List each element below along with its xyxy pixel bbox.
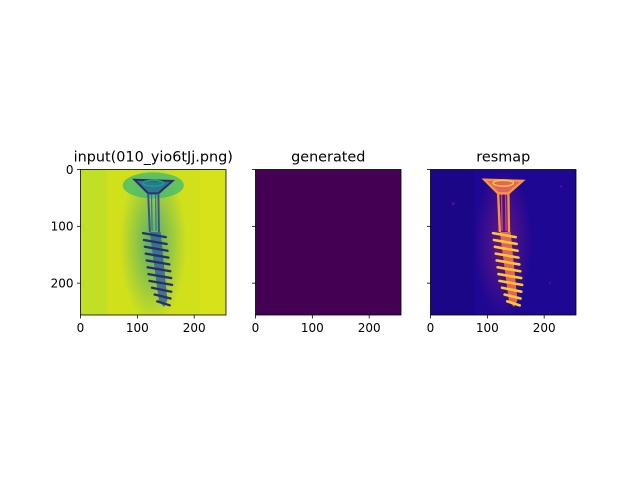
x-tick-label: 200: [533, 321, 556, 335]
x-tick-label: 100: [126, 321, 149, 335]
panel-1: 0 100 200 0 100 200 input(010_yio6tJj.png): [51, 150, 233, 336]
x-tick-label: 100: [301, 321, 324, 335]
screw-threads: [491, 231, 524, 307]
panel-1-image: [80, 169, 226, 315]
y-tick-label: 0: [66, 163, 74, 177]
x-tick-label: 0: [77, 321, 85, 335]
panel-title: resmap: [476, 150, 530, 166]
y-tick-label: 100: [51, 220, 74, 234]
axes-frame: [255, 169, 402, 316]
panel-2: 0 100 200 generated: [252, 150, 402, 335]
axes-frame: [430, 169, 577, 316]
panel-3-image: [430, 169, 576, 315]
panel-title: generated: [291, 150, 365, 166]
image-fill: [255, 169, 401, 315]
screw-threads: [141, 232, 174, 307]
x-tick-label: 200: [183, 321, 206, 335]
panel-2-image: [255, 169, 401, 315]
axes-frame: [80, 169, 227, 316]
x-tick-label: 0: [252, 321, 260, 335]
x-tick-label: 0: [427, 321, 435, 335]
y-tick-label: 200: [51, 276, 74, 290]
panel-3: 0 100 200 resmap: [427, 150, 577, 335]
x-tick-label: 200: [358, 321, 381, 335]
panel-title: input(010_yio6tJj.png): [74, 150, 233, 166]
x-tick-label: 100: [476, 321, 499, 335]
